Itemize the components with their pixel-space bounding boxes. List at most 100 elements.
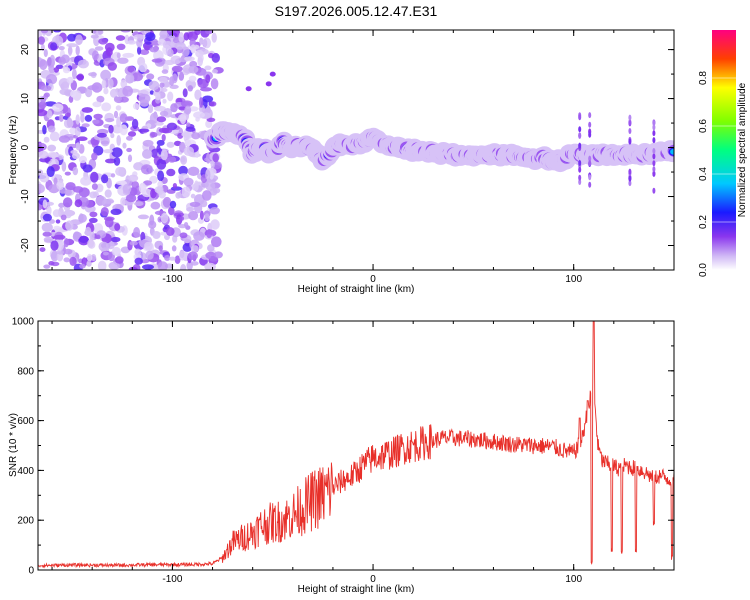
noise-blob (202, 190, 212, 201)
noise-blob (40, 85, 52, 92)
noise-blob (213, 251, 223, 259)
noise-blob (168, 206, 175, 216)
noise-blob (72, 186, 84, 193)
noise-blob (179, 216, 185, 221)
noise-blob (184, 222, 189, 228)
x-tick-label: 0 (370, 274, 376, 285)
noise-blob (154, 105, 166, 112)
noise-blob (143, 180, 153, 186)
noise-blob (110, 173, 116, 178)
streak-cell (578, 179, 582, 185)
noise-blob (58, 46, 65, 51)
noise-blob (171, 65, 183, 73)
noise-blob (122, 52, 135, 58)
noise-blob (46, 110, 53, 119)
streak-cell (578, 174, 582, 181)
noise-blob (67, 33, 77, 42)
stray-blob (269, 71, 276, 77)
noise-blob (70, 90, 77, 98)
noise-blob (94, 46, 104, 51)
noise-blob (131, 118, 139, 130)
y-tick-label: 800 (17, 366, 34, 377)
noise-blob (78, 236, 89, 243)
noise-blob (131, 72, 143, 82)
noise-blob (109, 88, 119, 98)
noise-blob (210, 78, 219, 90)
y-tick-label: 0 (28, 566, 34, 577)
noise-blob (138, 93, 151, 104)
noise-blob (202, 37, 211, 49)
noise-blob (187, 31, 198, 41)
noise-blob (145, 250, 154, 260)
streak-cell (588, 121, 592, 128)
noise-blob (120, 197, 126, 206)
noise-blob (120, 79, 128, 89)
noise-blob (58, 202, 65, 208)
noise-blob (38, 145, 44, 153)
noise-blob (38, 101, 47, 109)
noise-blob (180, 264, 187, 270)
streak-cell (652, 148, 656, 154)
noise-blob (101, 174, 109, 184)
noise-blob (39, 59, 48, 71)
noise-blob (70, 150, 78, 154)
noise-blob (142, 139, 154, 147)
noise-blob (56, 249, 65, 255)
noise-blob (125, 135, 133, 141)
noise-blob (178, 250, 186, 261)
noise-blob (50, 250, 59, 262)
noise-blob (144, 241, 153, 251)
noise-blob (53, 30, 62, 33)
noise-blob (157, 170, 165, 182)
noise-blob (120, 246, 131, 254)
noise-blob (107, 62, 118, 71)
noise-blob (182, 88, 188, 98)
noise-blob (141, 164, 153, 175)
noise-blob (42, 124, 47, 135)
y-tick-label: 1000 (12, 317, 35, 328)
noise-blob (205, 181, 216, 191)
noise-blob (174, 42, 186, 50)
noise-blob (193, 111, 205, 119)
streak-cell (578, 132, 582, 139)
noise-blob (50, 42, 58, 51)
noise-blob (157, 261, 168, 270)
bottom-x-ticks: -100 0 100 (51, 321, 655, 585)
noise-blob (210, 219, 220, 230)
noise-blob (149, 112, 159, 124)
streak-cell (652, 153, 656, 160)
noise-blob (38, 36, 45, 45)
noise-blob (56, 180, 64, 191)
noise-blob (161, 69, 169, 74)
streak-cell (652, 120, 656, 126)
noise-blob (39, 247, 46, 253)
noise-blob (63, 238, 69, 248)
noise-blob (60, 214, 67, 221)
noise-blob (127, 154, 133, 163)
noise-blob (87, 239, 94, 248)
noise-blob (40, 96, 47, 103)
noise-blob (188, 210, 199, 221)
noise-blob (92, 101, 102, 108)
noise-blob (207, 244, 215, 252)
noise-blob (58, 135, 70, 143)
noise-blob (211, 32, 217, 43)
noise-blob (78, 213, 87, 223)
noise-blob (170, 55, 182, 65)
noise-blob (165, 227, 175, 236)
noise-blob (53, 177, 58, 185)
noise-blob (162, 41, 173, 49)
noise-blob (63, 248, 73, 255)
noise-blob (183, 146, 194, 156)
noise-blob (190, 193, 196, 199)
noise-blob (108, 261, 120, 270)
noise-blob (62, 66, 71, 74)
noise-blob (157, 180, 164, 188)
noise-blob (86, 260, 92, 267)
noise-blob (147, 104, 154, 114)
streak-cell (628, 138, 632, 145)
noise-blob (125, 73, 135, 84)
noise-blob (199, 210, 204, 220)
noise-blob (43, 264, 51, 269)
noise-blob (113, 156, 121, 166)
